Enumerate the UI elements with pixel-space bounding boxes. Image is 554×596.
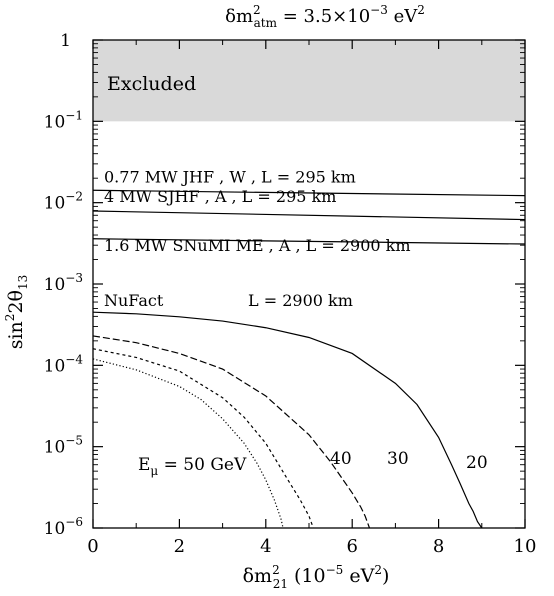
energy-label: Eμ = 50 GeV <box>138 455 247 478</box>
nufact-curves <box>92 311 483 529</box>
experiment-line <box>92 238 526 245</box>
nufact-curve <box>92 348 314 529</box>
chart-title: δm2 atm = 3.5×10−3 eV2 <box>225 3 425 30</box>
y-tick-label: 10−3 <box>44 271 83 295</box>
x-tick-label: 2 <box>174 536 185 557</box>
experiment-line <box>92 210 526 221</box>
y-axis-label: sin22θ13 <box>3 275 30 350</box>
excluded-region <box>93 40 525 122</box>
experiment-lines: 0.77 MW JHF , W , L = 295 km4 MW SJHF , … <box>92 167 526 255</box>
nufact-curve <box>92 358 284 529</box>
experiment-label: 0.77 MW JHF , W , L = 295 km <box>104 167 356 186</box>
curve-energy-label: 20 <box>466 453 488 473</box>
annotations: NuFact L = 2900 km Eμ = 50 GeV 20 30 40 <box>104 291 488 478</box>
x-tick-label: 8 <box>433 536 444 557</box>
experiment-label: 4 MW SJHF , A , L = 295 km <box>104 187 336 206</box>
x-axis-label: δm2 21 (10−5 eV2) <box>243 563 390 591</box>
nufact-curve <box>92 335 371 529</box>
curve-energy-label: 40 <box>330 449 352 469</box>
y-tick-label: 10−2 <box>44 190 83 214</box>
experiment-line <box>92 189 526 197</box>
x-tick-label: 4 <box>260 536 271 557</box>
y-tick-label: 10−4 <box>44 352 84 376</box>
nufact-label: NuFact <box>104 291 164 310</box>
y-tick-label: 1 <box>60 31 71 51</box>
curve-energy-label: 30 <box>387 449 409 469</box>
nufact-curve <box>92 311 483 529</box>
excluded-label: Excluded <box>107 73 196 95</box>
x-axis-ticks: 0 2 4 6 8 10 <box>87 40 536 557</box>
y-axis-ticks: 1 10−1 10−2 10−3 10−4 10−5 10−6 <box>44 31 525 539</box>
x-tick-label: 6 <box>346 536 357 557</box>
y-tick-label: 10−1 <box>44 108 83 132</box>
experiment-label: 1.6 MW SNuMI ME , A , L = 2900 km <box>104 236 411 255</box>
x-tick-label: 0 <box>87 536 98 557</box>
nufact-baseline-label: L = 2900 km <box>248 291 353 310</box>
y-tick-label: 10−5 <box>44 434 83 458</box>
y-tick-label: 10−6 <box>44 515 83 539</box>
x-tick-label: 10 <box>514 536 537 557</box>
